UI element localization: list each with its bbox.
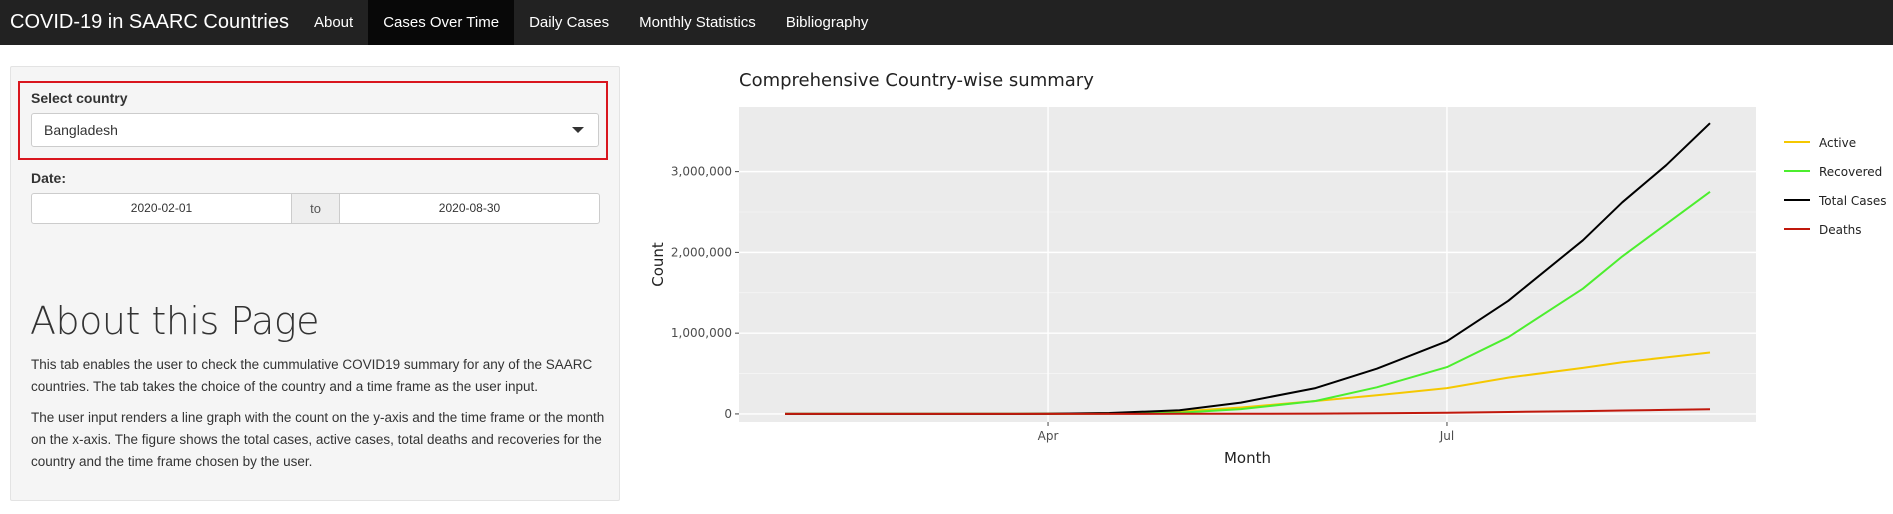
x-axis-title: Month [1224,449,1271,467]
y-tick-label: 2,000,000 [671,245,732,259]
nav-tab-cases-over-time[interactable]: Cases Over Time [368,0,515,45]
sidebar-panel: Select country Bangladesh Date: 2020-02-… [10,66,620,501]
legend-label: Active [1819,136,1856,150]
plot-panel [739,107,1756,422]
nav-tab-about[interactable]: About [313,14,354,31]
date-end-input[interactable]: 2020-08-30 [438,201,501,215]
legend-label: Recovered [1819,165,1882,179]
date-range-separator: to [291,194,340,223]
navbar: COVID-19 in SAARC Countries About Cases … [0,0,1893,45]
country-select-value: Bangladesh [44,122,118,138]
date-label: Date: [31,170,67,186]
y-axis-title: Count [649,242,667,287]
y-tick-label: 3,000,000 [671,165,732,179]
chevron-down-icon[interactable] [572,127,584,133]
x-tick-label: Jul [1439,429,1454,443]
chart-area: Comprehensive Country-wise summary 0 1,000… [645,50,1893,510]
nav-tab-bibliography[interactable]: Bibliography [785,14,869,31]
date-start-input[interactable]: 2020-02-01 [130,201,193,215]
line-chart: Comprehensive Country-wise summary 0 1,000… [649,70,1886,467]
legend-label: Deaths [1819,223,1862,237]
chart-title: Comprehensive Country-wise summary [739,70,1094,91]
date-range-input: 2020-02-01 to 2020-08-30 [31,193,600,224]
y-tick-label: 0 [724,407,732,421]
about-paragraph-2: The user input renders a line graph with… [31,410,605,469]
series-line-deaths [785,408,1711,415]
about-paragraph-1: This tab enables the user to check the c… [31,357,593,394]
x-tick-label: Apr [1038,429,1059,443]
nav-tab-daily-cases[interactable]: Daily Cases [529,14,610,31]
country-select[interactable]: Bangladesh [31,113,599,147]
app-brand[interactable]: COVID-19 in SAARC Countries [10,11,289,33]
y-tick-label: 1,000,000 [671,326,732,340]
country-label: Select country [31,90,128,106]
legend-label: Total Cases [1818,194,1886,208]
nav-tab-monthly-statistics[interactable]: Monthly Statistics [639,14,756,31]
about-title: About this Page [30,299,320,343]
country-select-group: Select country Bangladesh [18,81,608,160]
